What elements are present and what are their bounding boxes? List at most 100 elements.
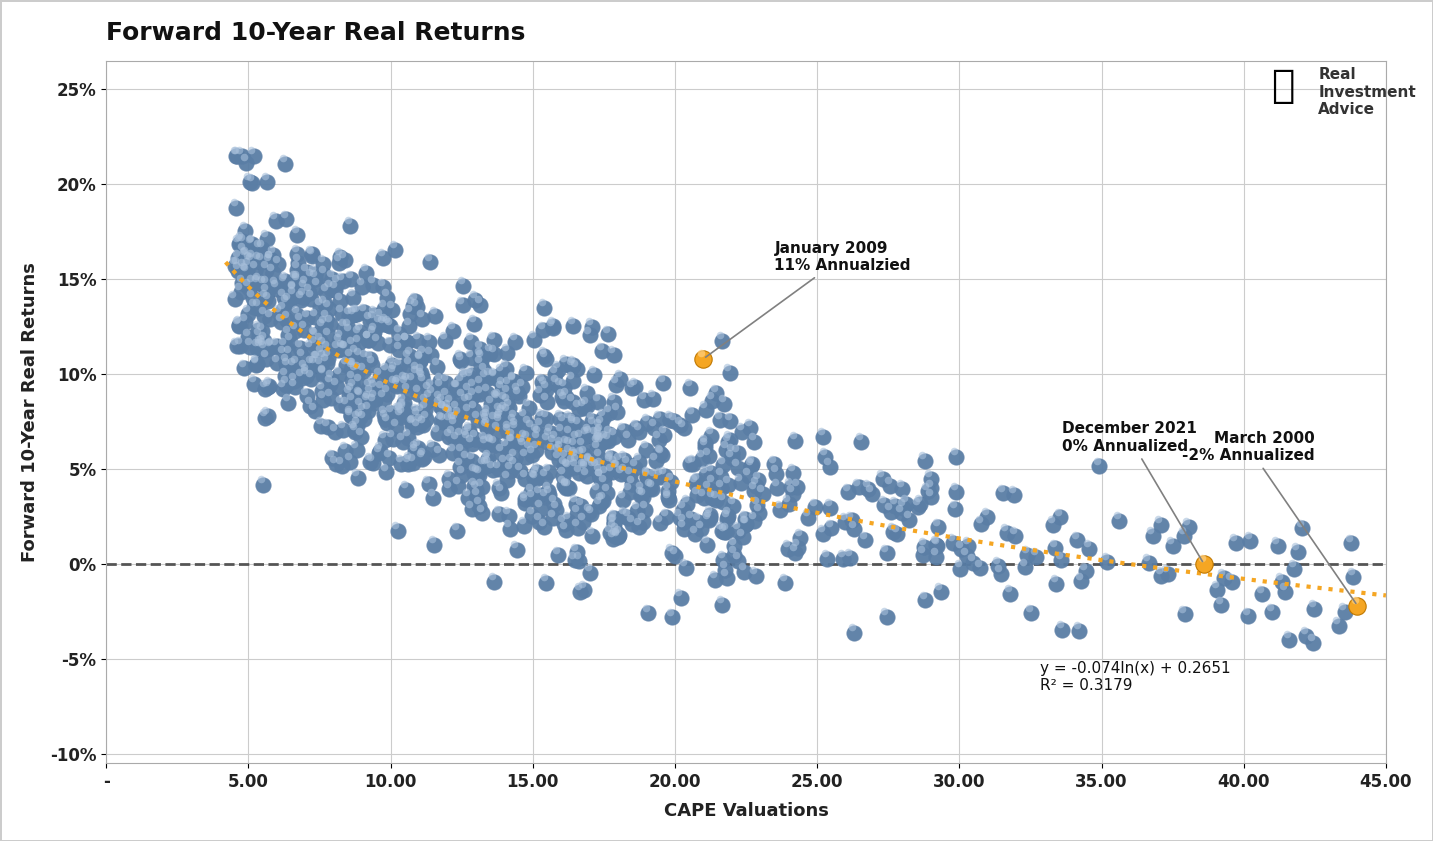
- Point: [317, 277, 340, 290]
- Point: [636, 469, 659, 483]
- Point: [600, 466, 623, 479]
- Point: [711, 458, 734, 472]
- Point: [236, 331, 259, 344]
- Point: [919, 472, 941, 485]
- Point: [430, 396, 453, 410]
- Point: [403, 358, 426, 372]
- Point: [709, 470, 732, 484]
- Point: [469, 378, 492, 392]
- Point: [563, 540, 586, 553]
- Point: [1088, 460, 1111, 473]
- Point: [577, 455, 600, 468]
- Point: [497, 431, 520, 444]
- Point: [410, 412, 433, 426]
- Point: [393, 401, 416, 415]
- Point: [573, 464, 596, 478]
- Point: [411, 348, 434, 362]
- Point: [353, 261, 375, 274]
- Point: [573, 448, 596, 462]
- Point: [522, 509, 545, 522]
- Point: [261, 248, 284, 262]
- Point: [966, 556, 989, 569]
- Point: [635, 443, 658, 457]
- Point: [370, 312, 393, 325]
- Point: [509, 375, 532, 389]
- Point: [308, 359, 331, 373]
- Point: [373, 392, 396, 405]
- Point: [1209, 599, 1232, 612]
- Point: [251, 242, 274, 256]
- Point: [1156, 568, 1179, 581]
- Point: [533, 349, 556, 362]
- Point: [324, 426, 347, 439]
- Point: [699, 429, 722, 442]
- Point: [407, 441, 430, 454]
- Point: [698, 483, 721, 496]
- Point: [404, 442, 427, 456]
- Point: [282, 374, 305, 388]
- Point: [557, 514, 580, 527]
- Point: [876, 547, 898, 560]
- Point: [344, 426, 367, 439]
- Point: [1208, 593, 1231, 606]
- Point: [744, 569, 767, 583]
- Point: [732, 507, 755, 521]
- Point: [470, 429, 493, 442]
- Point: [496, 423, 519, 436]
- Point: [682, 522, 705, 536]
- Point: [1020, 606, 1043, 620]
- Point: [716, 478, 739, 491]
- Point: [467, 346, 490, 359]
- Point: [363, 313, 385, 326]
- Point: [229, 230, 252, 244]
- Point: [443, 429, 466, 442]
- Point: [688, 517, 711, 531]
- Point: [257, 248, 279, 262]
- Point: [535, 383, 557, 396]
- Point: [570, 442, 593, 456]
- Point: [327, 326, 350, 340]
- Point: [291, 272, 314, 286]
- Point: [579, 329, 602, 342]
- Point: [610, 447, 633, 461]
- Point: [566, 579, 589, 593]
- Point: [648, 433, 671, 447]
- Point: [401, 456, 424, 469]
- Point: [545, 432, 567, 446]
- Point: [271, 269, 294, 283]
- Point: [295, 389, 318, 403]
- Point: [602, 532, 625, 546]
- Point: [497, 450, 520, 463]
- Point: [456, 433, 479, 447]
- Point: [426, 426, 449, 440]
- Point: [355, 309, 378, 322]
- Point: [486, 394, 509, 407]
- Point: [236, 308, 259, 321]
- Point: [494, 441, 517, 454]
- Point: [533, 521, 556, 534]
- Point: [1222, 531, 1245, 544]
- Point: [563, 501, 586, 515]
- Point: [599, 456, 622, 469]
- Point: [533, 429, 556, 442]
- Point: [406, 300, 428, 314]
- Point: [239, 340, 262, 353]
- Point: [496, 473, 519, 487]
- Point: [331, 423, 354, 436]
- Point: [443, 397, 466, 410]
- Point: [334, 399, 357, 413]
- Point: [417, 392, 440, 405]
- Point: [224, 253, 246, 267]
- Point: [459, 424, 481, 437]
- Point: [1294, 629, 1317, 643]
- Point: [255, 232, 278, 246]
- Point: [552, 415, 575, 429]
- Point: [589, 436, 612, 450]
- Point: [469, 378, 492, 392]
- Point: [559, 368, 582, 382]
- Point: [238, 232, 261, 246]
- Point: [503, 379, 526, 393]
- Point: [694, 468, 716, 481]
- Point: [428, 399, 451, 412]
- Point: [503, 423, 526, 436]
